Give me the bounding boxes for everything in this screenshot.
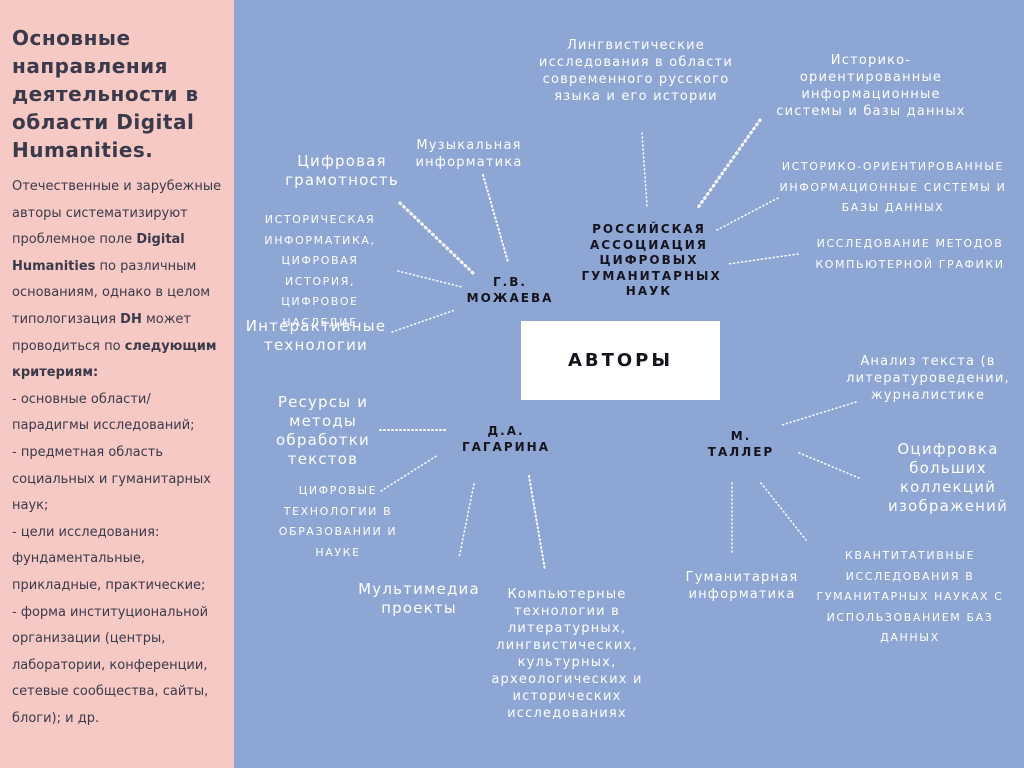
description-segment: по различным основаниям, однако в целом … <box>12 258 211 327</box>
description-segment: Отечественные и зарубежные авторы систем… <box>12 179 222 248</box>
center-authors-label: АВТОРЫ <box>567 350 674 371</box>
connector-assoc-graphics <box>727 253 799 265</box>
sidebar-panel: Основные направления деятельности в обла… <box>0 0 234 768</box>
description-text: Отечественные и зарубежные авторы систем… <box>12 174 226 732</box>
description-segment: Digital Humanities <box>12 232 185 274</box>
taller-humanities-informatics: Гуманитарная информатика <box>685 570 799 602</box>
hub-mozhaeva: Г.В. МОЖАЕВА <box>466 275 554 305</box>
hub-gagarina: Д.А. ГАГАРИНА <box>461 424 551 454</box>
description-segment: следующим критериям: <box>12 338 217 381</box>
taller-digitization: Оцифровка больших коллекций изображений <box>887 440 1009 515</box>
description-segment: может проводиться по <box>12 311 192 354</box>
connector-assoc-hist-systems <box>695 118 762 211</box>
connector-gagarina-multimedia <box>458 483 475 559</box>
gagarina-multimedia: Мультимедиа проекты <box>358 580 480 617</box>
criteria-4: - форма институциональной организации (ц… <box>12 604 209 726</box>
connector-assoc-hist-caps <box>716 197 779 231</box>
connector-gagarina-computer <box>528 475 546 571</box>
connector-mozhaeva-music <box>482 174 509 263</box>
connector-mozhaeva-literacy <box>398 201 476 276</box>
taller-text-analysis: Анализ текста (в литературоведении, журн… <box>846 354 1010 403</box>
gagarina-resources: Ресурсы и методы обработки текстов <box>276 393 370 468</box>
taller-quantitative: квантитативные исследования в гуманитарн… <box>816 549 1004 644</box>
description-segment: DH <box>120 311 142 327</box>
connector-taller-digitization <box>796 451 860 479</box>
hub-association: РОССИЙСКАЯ АССОЦИАЦИЯ ЦИФРОВЫХ ГУМАНИТАР… <box>581 222 722 298</box>
criteria-2: - предметная область социальных и гумани… <box>12 444 211 514</box>
connector-taller-quantitative <box>760 482 807 541</box>
connector-mozhaeva-history <box>397 270 463 288</box>
criteria-1: - основные области/ парадигмы исследован… <box>12 391 195 434</box>
description-paragraph: Отечественные и зарубежные авторы систем… <box>12 179 221 380</box>
assoc-hist-systems: Историко-ориентированные информационные … <box>776 53 966 119</box>
connector-gagarina-education <box>380 454 439 492</box>
mozhaeva-history: историческая информатика, цифровая истор… <box>264 213 376 329</box>
gagarina-computer: Компьютерные технологии в литературных, … <box>491 587 643 721</box>
hub-taller: М. ТАЛЛЕР <box>707 429 775 459</box>
mozhaeva-interactive: Интерактивные технологии <box>245 317 387 354</box>
mozhaeva-music: Музыкальная информатика <box>415 138 523 170</box>
connector-assoc-linguistic <box>641 132 648 207</box>
page-title: Основные направления деятельности в обла… <box>12 26 199 162</box>
assoc-hist-systems-caps: историко-ориентированные информационные … <box>779 160 1007 214</box>
mozhaeva-literacy: Цифровая грамотность <box>285 152 399 189</box>
assoc-graphics: исследование методов компьютерной график… <box>815 237 1005 271</box>
center-authors-box: АВТОРЫ <box>521 321 720 400</box>
connector-taller-text <box>781 401 857 426</box>
assoc-linguistic: Лингвистические исследования в области с… <box>538 38 734 104</box>
connector-mozhaeva-interactive <box>391 309 456 333</box>
gagarina-education: цифровые технологии в образовании и наук… <box>278 484 398 559</box>
criteria-3: - цели исследования: фундаментальные, пр… <box>12 524 206 593</box>
